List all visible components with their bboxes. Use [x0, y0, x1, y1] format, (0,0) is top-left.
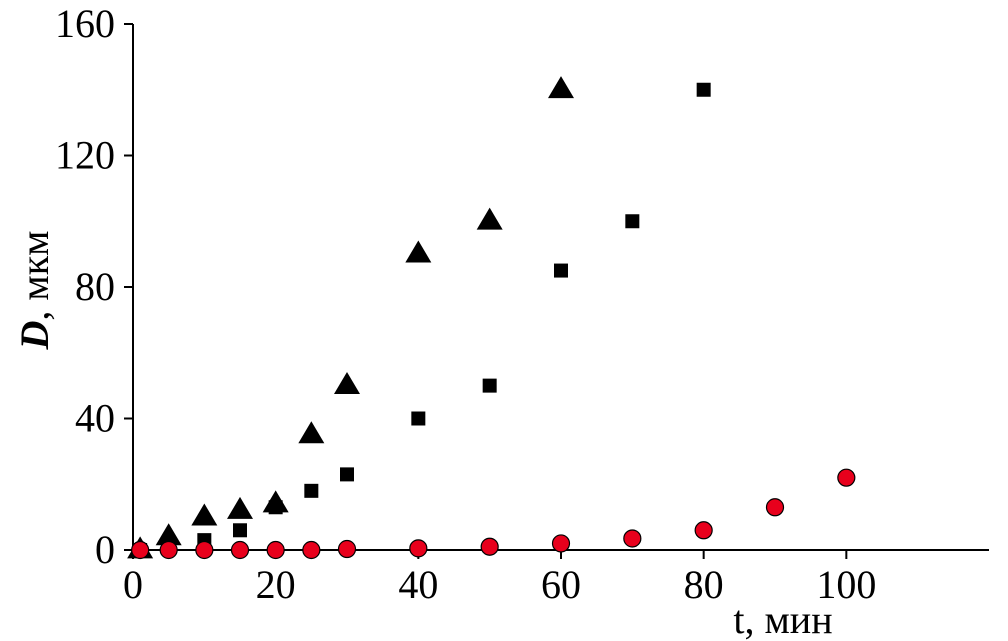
- y-axis-title: D, мкм: [12, 231, 57, 351]
- ticks: 0 40 80 120 160 0 20 40 60 80 100: [55, 1, 876, 607]
- triangle-point: [191, 503, 218, 526]
- square-point: [268, 500, 283, 515]
- triangle-point: [298, 421, 325, 444]
- circle-point: [765, 498, 785, 517]
- y-tick-label: 80: [75, 264, 115, 309]
- circle-point: [131, 540, 150, 560]
- triangle-point: [334, 371, 360, 394]
- circle-point: [159, 540, 178, 560]
- circle-point: [195, 540, 214, 560]
- y-tick-label: 120: [55, 133, 115, 178]
- y-tick-label: 0: [95, 527, 115, 572]
- y-axis-symbol: D: [12, 321, 57, 351]
- square-point: [482, 378, 497, 393]
- circle-point: [623, 529, 642, 548]
- y-tick-label: 160: [55, 1, 115, 46]
- data-marks: [127, 76, 856, 560]
- square-point: [554, 263, 568, 278]
- circle-point: [409, 539, 428, 558]
- x-tick-label: 20: [256, 562, 296, 607]
- x-tick-label: 80: [684, 562, 724, 607]
- x-tick-label: 100: [816, 562, 876, 607]
- square-point: [340, 467, 354, 482]
- circle-point: [837, 468, 856, 487]
- x-tick-label: 40: [398, 562, 438, 607]
- y-axis-unit: , мкм: [12, 231, 57, 321]
- circle-point: [694, 521, 713, 540]
- triangle-point: [548, 76, 574, 99]
- x-tick-label: 60: [541, 562, 581, 607]
- square-point: [304, 483, 319, 498]
- x-axis-title: t, мин: [733, 597, 832, 641]
- triangle-point: [476, 207, 503, 230]
- circle-point: [302, 540, 321, 560]
- triangle-point: [155, 523, 182, 546]
- circle-point: [337, 539, 357, 559]
- x-tick-label: 0: [123, 562, 143, 607]
- square-point: [625, 214, 640, 229]
- triangle-point: [405, 240, 432, 263]
- y-tick-label: 40: [75, 396, 115, 441]
- square-point: [233, 523, 247, 538]
- axes: [132, 24, 989, 551]
- circle-point: [480, 537, 499, 556]
- circle-point: [230, 540, 250, 560]
- circle-point: [551, 534, 571, 553]
- square-point: [411, 411, 426, 426]
- circle-point: [266, 540, 285, 560]
- square-point: [696, 82, 711, 97]
- triangle-point: [227, 496, 253, 519]
